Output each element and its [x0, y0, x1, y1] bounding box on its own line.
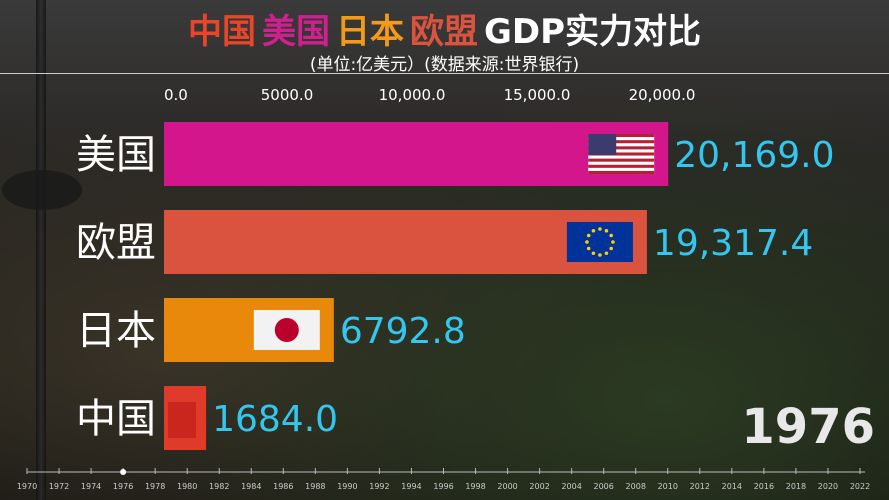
flag-stripe: [588, 170, 655, 174]
value-label: 1684.0: [212, 399, 338, 440]
timeline-year-label: 1978: [145, 482, 165, 491]
flag-star: [598, 253, 602, 257]
bar-0: [164, 122, 669, 186]
timeline-year-label: 1982: [209, 482, 229, 491]
timeline-year-label: 1984: [241, 482, 261, 491]
timeline-year-label: 2020: [818, 482, 838, 491]
flag-bg: [168, 402, 196, 438]
title-china: 中国: [187, 12, 256, 52]
x-tick-label: 10,000.0: [379, 86, 446, 104]
x-tick-label: 5000.0: [261, 86, 314, 104]
timeline-year-label: 1992: [369, 482, 389, 491]
chart-title: 中国 美国 日本 欧盟 GDP实力对比: [0, 4, 889, 53]
timeline-year-label: 1996: [433, 482, 453, 491]
value-label: 19,317.4: [653, 223, 813, 264]
title-gdp: GDP实力对比: [483, 12, 702, 52]
timeline-year-label: 2004: [561, 482, 581, 491]
category-label: 欧盟: [76, 220, 156, 266]
flag-stripe: [588, 140, 655, 144]
flag-star: [604, 228, 609, 233]
timeline-year-label: 2018: [786, 482, 806, 491]
flag-star: [586, 233, 591, 238]
timeline-year-label: 2000: [497, 482, 517, 491]
flag-star: [585, 240, 589, 244]
value-label: 6792.8: [340, 311, 466, 352]
title-usa: 美国: [261, 12, 330, 52]
flag-star: [598, 227, 602, 231]
x-tick-label: 15,000.0: [504, 86, 571, 104]
bar-1: [164, 210, 647, 274]
title-eu: 欧盟: [409, 12, 478, 52]
flag-stripe: [588, 134, 655, 138]
flag-stripe: [588, 146, 655, 150]
category-label: 日本: [76, 308, 156, 354]
timeline-year-label: 1976: [113, 482, 133, 491]
japan-flag-icon: [253, 310, 320, 350]
timeline-year-label: 2006: [594, 482, 614, 491]
timeline-year-label: 1998: [465, 482, 485, 491]
timeline-year-label: 1972: [49, 482, 69, 491]
flag-sun: [274, 318, 299, 342]
year-label: 1976: [741, 399, 875, 455]
timeline-year-label: 1988: [305, 482, 325, 491]
china-flag-icon: [168, 402, 196, 438]
chart-subtitle: (单位:亿美元）(数据来源:世界银行): [309, 55, 580, 75]
flag-star: [609, 246, 613, 251]
category-label: 中国: [76, 396, 156, 442]
timeline-year-label: 2022: [850, 482, 870, 491]
flag-stripe: [588, 152, 655, 156]
flag-star: [609, 233, 613, 238]
timeline-year-label: 2014: [722, 482, 742, 491]
category-label: 美国: [76, 132, 156, 178]
timeline-year-label: 2016: [754, 482, 774, 491]
flag-star: [611, 240, 615, 244]
timeline-year-label: 2010: [658, 482, 678, 491]
timeline-year-label: 2012: [690, 482, 710, 491]
us-flag-icon: [588, 134, 655, 174]
flag-star: [586, 246, 591, 251]
flag-star: [604, 251, 609, 256]
timeline-year-label: 1986: [273, 482, 293, 491]
flag-stripe: [588, 158, 655, 162]
timeline-current-marker: [120, 469, 127, 475]
value-label: 20,169.0: [674, 135, 834, 176]
flag-canton: [588, 134, 617, 155]
timeline-year-label: 1974: [81, 482, 101, 491]
x-tick-label: 20,000.0: [629, 86, 696, 104]
flag-star: [591, 251, 596, 256]
title-japan: 日本: [335, 12, 404, 52]
flag-stripe: [588, 164, 655, 168]
flag-star: [591, 228, 596, 233]
timeline-year-label: 1990: [337, 482, 357, 491]
timeline-year-label: 1994: [401, 482, 421, 491]
timeline-year-label: 2008: [626, 482, 646, 491]
timeline-year-label: 2002: [529, 482, 549, 491]
eu-flag-icon: [566, 222, 633, 262]
timeline-year-label: 1980: [177, 482, 197, 491]
x-tick-label: 0.0: [164, 86, 188, 104]
title-divider: [0, 73, 889, 74]
background-tower: [36, 0, 46, 500]
background-tower-disc: [2, 170, 82, 210]
timeline-year-label: 1970: [17, 482, 37, 491]
